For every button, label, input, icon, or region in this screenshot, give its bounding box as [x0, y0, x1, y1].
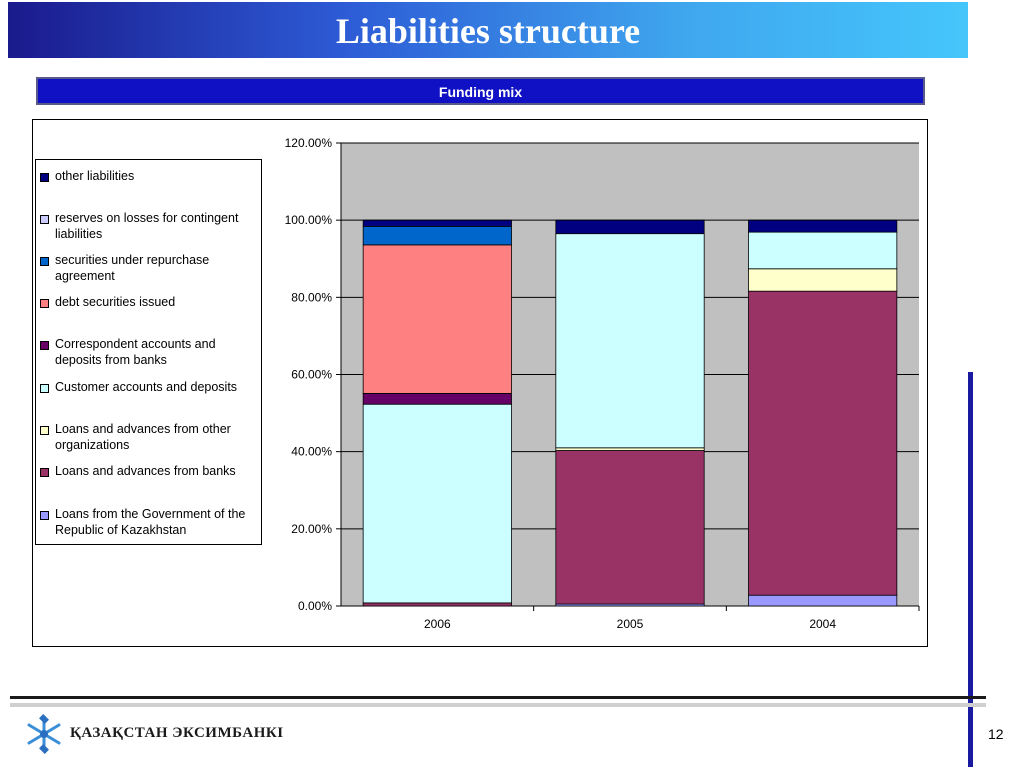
- legend-label: debt securities issued: [55, 295, 176, 309]
- y-tick-label: 120.00%: [285, 136, 333, 150]
- legend-label: Customer accounts and deposits: [55, 380, 238, 394]
- y-tick-label: 80.00%: [291, 290, 332, 304]
- bar-segment: [748, 290, 898, 596]
- bar-segment: [362, 393, 512, 405]
- legend-label: reserves on losses for contingent liabil…: [55, 211, 239, 241]
- chart-legend: other liabilities reserves on losses for …: [35, 159, 262, 545]
- legend-swatch: [40, 173, 49, 182]
- bar-segment: [748, 268, 898, 292]
- y-tick-label: 60.00%: [291, 368, 332, 382]
- x-tick-label: 2006: [424, 617, 451, 631]
- legend-swatch: [40, 299, 49, 308]
- legend-label: other liabilities: [55, 169, 135, 183]
- legend-swatch: [40, 215, 49, 224]
- footer-divider-shadow: [10, 703, 986, 707]
- legend-label: Loans and advances from other organizati…: [55, 422, 231, 452]
- stacked-bar-chart: 0.00% 20.00% 40.00% 60.00% 80.00% 100.00% 120.…: [285, 136, 920, 631]
- bar-segment: [748, 219, 898, 233]
- legend-swatch: [40, 426, 49, 435]
- y-tick-label: 40.00%: [291, 445, 332, 459]
- legend-swatch: [40, 257, 49, 266]
- bar-segment: [362, 219, 512, 227]
- chart-frame: 0.00% 20.00% 40.00% 60.00% 80.00% 100.00% 120.…: [32, 119, 928, 647]
- snowflake-logo-icon: [27, 714, 61, 754]
- legend-swatch: [40, 384, 49, 393]
- x-tick-label: 2004: [809, 617, 836, 631]
- slide-title: Liabilities structure: [335, 11, 641, 51]
- subtitle-bar: Funding mix: [36, 77, 925, 105]
- chart-subtitle: Funding mix: [438, 84, 523, 100]
- bar-segment: [555, 219, 705, 235]
- bar-segment: [362, 602, 512, 607]
- legend-swatch: [40, 341, 49, 350]
- legend-label: Loans and advances from banks: [55, 464, 236, 478]
- footer-divider: [10, 696, 986, 699]
- x-tick-label: 2005: [617, 617, 644, 631]
- page-number: 12: [988, 726, 1004, 742]
- title-bar: Liabilities structure: [8, 2, 968, 58]
- legend-label: Correspondent accounts and deposits from…: [55, 337, 216, 367]
- bar-segment: [748, 594, 898, 607]
- legend-swatch: [40, 468, 49, 477]
- legend-swatch: [40, 511, 49, 520]
- bank-brand-name: ҚАЗАҚСТАН ЭКСИМБАНКІ: [70, 725, 284, 741]
- bar-segment: [362, 225, 512, 246]
- y-tick-label: 0.00%: [298, 599, 332, 613]
- legend-label: Loans from the Government of the Republi…: [55, 507, 246, 537]
- bar-segment: [748, 231, 898, 270]
- legend-label: securities under repurchase agreement: [55, 253, 210, 283]
- bar-segment: [362, 403, 512, 604]
- bar-segment: [555, 450, 705, 605]
- bar-segment: [362, 244, 512, 394]
- y-tick-label: 20.00%: [291, 522, 332, 536]
- decorative-vertical-line: [968, 372, 973, 767]
- bar-segment: [555, 447, 705, 451]
- y-tick-label: 100.00%: [285, 213, 333, 227]
- bar-segment: [555, 233, 705, 449]
